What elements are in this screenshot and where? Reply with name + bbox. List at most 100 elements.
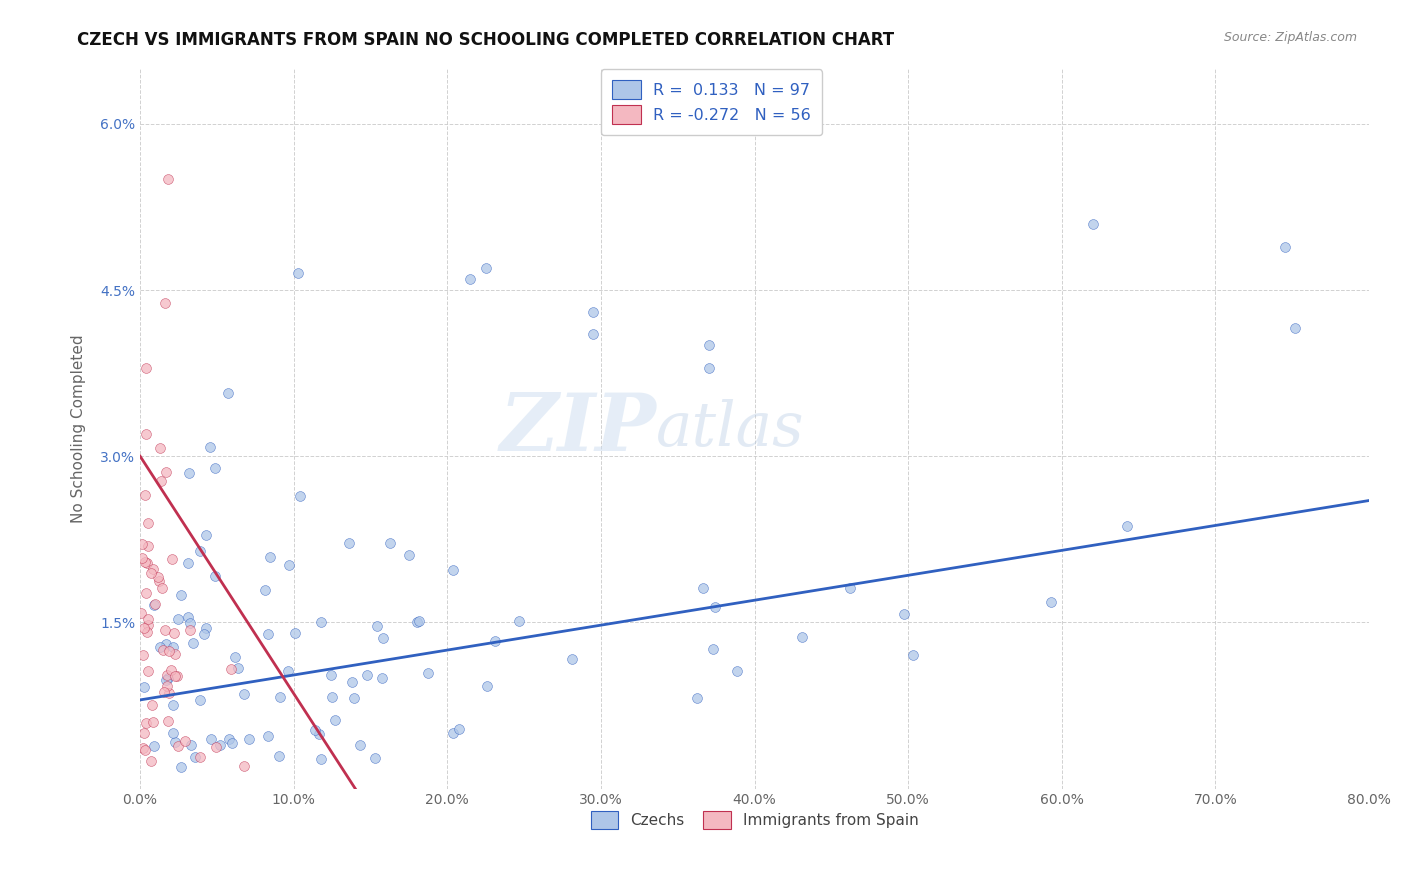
Point bbox=[208, 738, 231, 752]
Point bbox=[1115, 519, 1137, 533]
Point bbox=[323, 713, 346, 727]
Point bbox=[226, 661, 249, 675]
Point bbox=[183, 750, 205, 764]
Point bbox=[702, 641, 724, 656]
Point bbox=[136, 539, 159, 553]
Point bbox=[204, 460, 226, 475]
Point bbox=[441, 726, 464, 740]
Point bbox=[697, 338, 720, 352]
Point bbox=[132, 680, 155, 694]
Point bbox=[218, 731, 240, 746]
Point bbox=[152, 642, 174, 657]
Point bbox=[162, 640, 184, 654]
Point bbox=[901, 648, 924, 662]
Point bbox=[131, 551, 153, 566]
Point bbox=[155, 673, 177, 688]
Point bbox=[153, 684, 176, 698]
Point bbox=[725, 665, 748, 679]
Point bbox=[157, 714, 180, 728]
Point bbox=[136, 612, 159, 626]
Point bbox=[149, 442, 172, 456]
Point bbox=[194, 528, 217, 542]
Point bbox=[146, 570, 169, 584]
Point bbox=[135, 625, 157, 640]
Point bbox=[337, 535, 360, 549]
Point bbox=[224, 649, 246, 664]
Point bbox=[582, 327, 605, 342]
Point bbox=[170, 588, 193, 602]
Point bbox=[893, 607, 915, 622]
Point bbox=[134, 725, 156, 739]
Point bbox=[697, 360, 720, 375]
Point bbox=[1081, 217, 1104, 231]
Point bbox=[238, 732, 260, 747]
Point bbox=[136, 664, 159, 678]
Point bbox=[447, 722, 470, 736]
Point bbox=[205, 739, 228, 754]
Point bbox=[135, 715, 157, 730]
Point bbox=[177, 556, 200, 570]
Point bbox=[167, 612, 190, 626]
Point bbox=[200, 731, 222, 746]
Point bbox=[349, 738, 371, 752]
Point bbox=[166, 739, 188, 753]
Point bbox=[150, 474, 173, 488]
Point bbox=[135, 427, 157, 442]
Point bbox=[692, 581, 714, 595]
Y-axis label: No Schooling Completed: No Schooling Completed bbox=[72, 334, 86, 523]
Point bbox=[139, 566, 162, 581]
Point bbox=[364, 750, 387, 764]
Point bbox=[290, 489, 312, 503]
Point bbox=[177, 610, 200, 624]
Point bbox=[163, 626, 186, 640]
Point bbox=[160, 552, 183, 566]
Point bbox=[233, 759, 256, 773]
Point bbox=[703, 599, 725, 614]
Point bbox=[142, 598, 165, 612]
Point bbox=[561, 652, 583, 666]
Point bbox=[477, 679, 499, 693]
Point bbox=[484, 634, 506, 648]
Point bbox=[257, 729, 280, 743]
Point bbox=[408, 614, 430, 628]
Point bbox=[162, 698, 184, 712]
Point bbox=[838, 581, 860, 595]
Point bbox=[277, 664, 299, 678]
Point bbox=[174, 734, 197, 748]
Point bbox=[163, 669, 186, 683]
Point bbox=[219, 662, 242, 676]
Point bbox=[371, 631, 394, 645]
Point bbox=[380, 535, 402, 549]
Legend: Czechs, Immigrants from Spain: Czechs, Immigrants from Spain bbox=[585, 805, 925, 835]
Point bbox=[342, 675, 364, 690]
Point bbox=[136, 516, 159, 530]
Point bbox=[321, 667, 343, 681]
Point bbox=[136, 618, 159, 632]
Point bbox=[308, 727, 330, 741]
Point bbox=[343, 691, 366, 706]
Point bbox=[217, 386, 239, 401]
Point bbox=[474, 260, 496, 275]
Point bbox=[153, 296, 176, 310]
Point bbox=[267, 749, 290, 764]
Text: CZECH VS IMMIGRANTS FROM SPAIN NO SCHOOLING COMPLETED CORRELATION CHART: CZECH VS IMMIGRANTS FROM SPAIN NO SCHOOL… bbox=[77, 31, 894, 49]
Point bbox=[179, 616, 201, 631]
Point bbox=[179, 624, 201, 638]
Point bbox=[165, 648, 187, 662]
Point bbox=[418, 666, 440, 681]
Point bbox=[180, 738, 202, 752]
Point bbox=[131, 648, 153, 662]
Point bbox=[131, 537, 153, 551]
Point bbox=[356, 668, 378, 682]
Point bbox=[141, 754, 163, 768]
Point bbox=[198, 440, 221, 454]
Point bbox=[221, 736, 243, 750]
Point bbox=[284, 626, 307, 640]
Point bbox=[156, 667, 179, 681]
Point bbox=[1040, 595, 1063, 609]
Point bbox=[131, 741, 153, 756]
Point bbox=[162, 726, 184, 740]
Point bbox=[309, 751, 332, 765]
Point bbox=[790, 631, 813, 645]
Point bbox=[366, 618, 388, 632]
